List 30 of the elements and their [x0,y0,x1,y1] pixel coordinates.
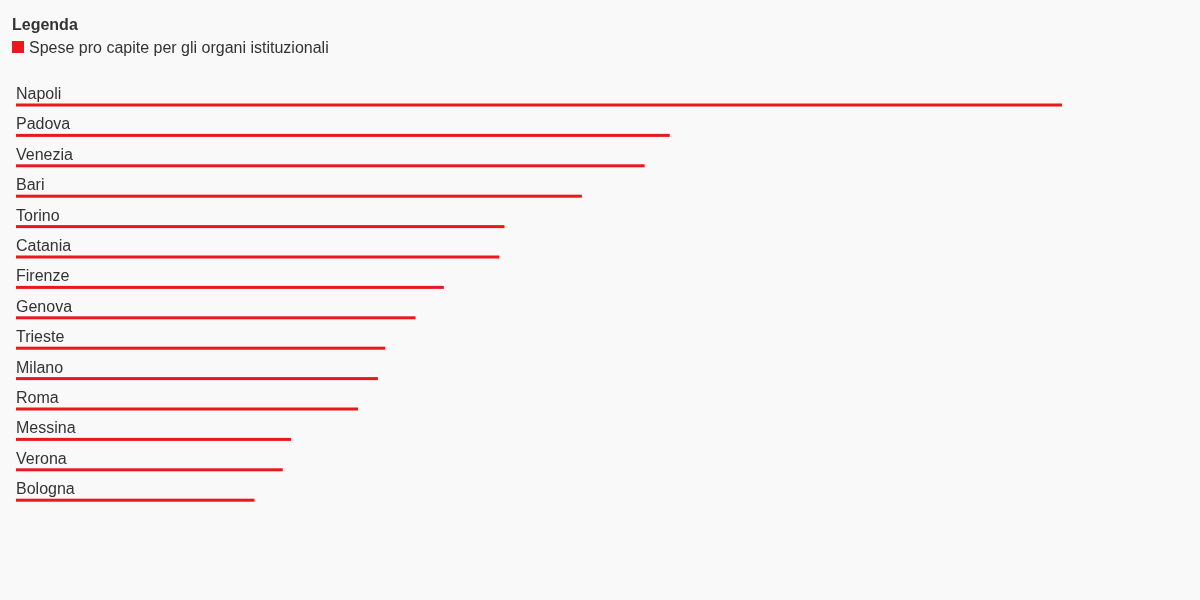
y-tick-label: Bologna [16,480,75,498]
y-tick-label: Napoli [16,85,62,102]
y-tick-label: Firenze [16,267,70,285]
bar [16,194,582,198]
bar [16,437,292,441]
y-tick-label: Milano [16,358,64,376]
y-tick-label: Trieste [16,328,65,346]
bar [16,164,645,168]
bar [16,103,1062,107]
y-tick-label: Torino [16,206,60,224]
bar [16,498,255,502]
y-tick-label: Padova [16,115,71,133]
y-tick-label: Roma [16,389,59,406]
bar [16,255,500,259]
bar [16,225,505,229]
y-tick-label: Verona [16,449,67,467]
bar [16,407,359,411]
y-tick-label: Bari [16,176,45,194]
bar [16,133,670,137]
legend-title: Legenda [12,16,78,33]
bar [16,316,416,320]
y-tick-label: Genova [16,297,73,315]
y-tick-label: Messina [16,419,76,437]
bar [16,468,283,472]
y-tick-label: Catania [16,237,72,254]
bar [16,285,444,289]
bar [16,346,386,350]
legend-label: Spese pro capite per gli organi istituzionali [29,39,329,56]
y-tick-label: Venezia [16,145,74,163]
bar [16,377,378,381]
